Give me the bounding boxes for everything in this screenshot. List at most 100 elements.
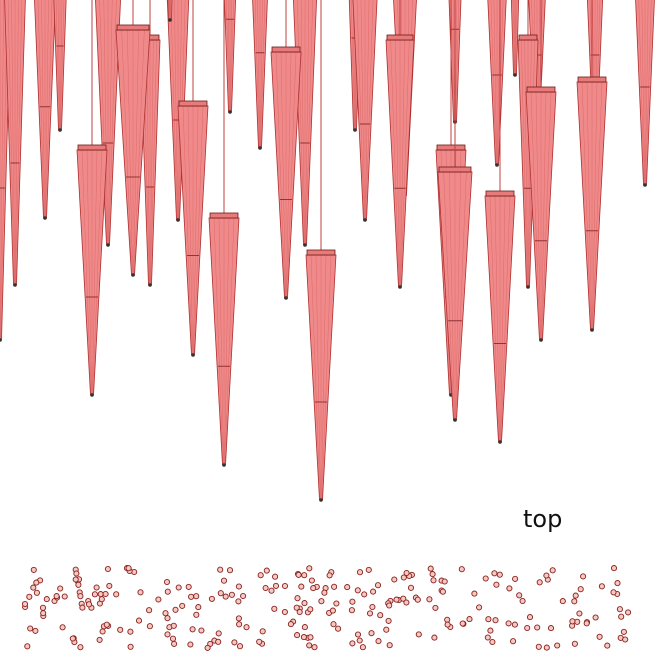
lamp-tip bbox=[498, 440, 502, 444]
lamp-top-dot bbox=[188, 593, 195, 600]
lamp-top-dot bbox=[39, 604, 47, 611]
lamp-top-dot bbox=[349, 598, 356, 605]
pendant-lamp bbox=[635, 0, 655, 187]
lamp-top-dot bbox=[281, 608, 288, 616]
lamp-tip bbox=[176, 218, 180, 222]
lamp-top-dot bbox=[407, 584, 415, 591]
lamp-top-dot bbox=[79, 604, 86, 611]
lamp-tip bbox=[398, 285, 402, 289]
lamp-tip bbox=[43, 216, 47, 220]
lamp-top-dot bbox=[293, 604, 300, 611]
lamp-top-dot bbox=[427, 565, 434, 572]
lamp-top-dot bbox=[559, 598, 566, 605]
lamp-top-dot bbox=[604, 642, 611, 649]
lamp-top-dot bbox=[476, 604, 483, 611]
lamp-top-dot bbox=[21, 600, 29, 608]
lamp-top-dot bbox=[240, 592, 247, 600]
lamp-top-dot bbox=[374, 582, 382, 589]
lamp-cap bbox=[526, 86, 556, 93]
lamp-tip bbox=[58, 128, 62, 132]
lamp-top-dot bbox=[146, 607, 153, 614]
lamp-tip bbox=[148, 283, 152, 287]
lamp-top-dot bbox=[430, 577, 437, 584]
lamp-top-dot bbox=[236, 621, 243, 628]
lamp-top-dot bbox=[536, 579, 543, 586]
lamp-top-dot bbox=[43, 596, 50, 603]
lamp-cap bbox=[116, 24, 150, 31]
lamp-cap bbox=[77, 144, 107, 151]
lamp-top-dot bbox=[295, 571, 302, 578]
lamp-top-dot bbox=[222, 593, 229, 600]
lamp-top-dot bbox=[391, 576, 398, 583]
lamp-top-dot bbox=[484, 634, 491, 641]
lamp-top-dot bbox=[53, 593, 60, 600]
lamp-top-dot bbox=[193, 593, 200, 600]
lamp-top-dot bbox=[77, 644, 84, 651]
lamp-top-dot bbox=[329, 607, 336, 614]
lamp-tip bbox=[303, 243, 307, 247]
lamp-top-dot bbox=[414, 596, 421, 603]
lamp-top-dot bbox=[426, 596, 433, 603]
pendant-lamp bbox=[177, 0, 209, 357]
lamp-top-dot bbox=[310, 585, 317, 592]
lamp-top-dot bbox=[146, 623, 153, 630]
pendant-lamp bbox=[53, 0, 67, 132]
lamp-top-dot bbox=[354, 631, 362, 638]
pendant-lamp bbox=[525, 0, 557, 342]
lamp-top-dot bbox=[175, 584, 182, 591]
lamp-top-dot bbox=[386, 642, 393, 649]
lamp-top-dot bbox=[103, 621, 110, 628]
lamp-top-dot bbox=[163, 578, 171, 586]
lamp-tip bbox=[191, 353, 195, 357]
lamp-top-dot bbox=[356, 569, 364, 576]
lamp-cap bbox=[577, 76, 607, 83]
lamp-top-dot bbox=[106, 582, 113, 589]
pendant-lamp bbox=[437, 0, 473, 422]
lamp-top-dot bbox=[135, 617, 143, 624]
lamp-top-dot bbox=[519, 597, 526, 605]
lamp-top-dot bbox=[301, 600, 308, 607]
lamp-top-dot bbox=[272, 582, 280, 589]
lamp-top-dot bbox=[368, 630, 375, 637]
lamp-top-dot bbox=[348, 607, 355, 614]
lamp-top-dot bbox=[535, 643, 542, 650]
lamp-top-dot bbox=[614, 580, 621, 587]
lamp-top-dot bbox=[300, 634, 307, 641]
lamp-top-dot bbox=[172, 606, 179, 613]
lamp-top-dot bbox=[272, 573, 279, 580]
lamp-top-dot bbox=[622, 636, 629, 643]
lamp-top-dot bbox=[385, 617, 392, 624]
lamp-top-dot bbox=[306, 642, 313, 649]
lamp-cap bbox=[386, 34, 414, 41]
lamp-top-dot bbox=[403, 569, 410, 577]
lamp-cap bbox=[178, 100, 208, 107]
lamp-top-dot bbox=[496, 571, 503, 578]
lamp-top-dot bbox=[164, 631, 171, 638]
pendant-lamps-front-view bbox=[0, 0, 655, 502]
lamp-top-dot bbox=[127, 628, 134, 635]
lamp-top-dot bbox=[72, 576, 79, 583]
lamp-top-dot bbox=[308, 577, 315, 584]
lamp-top-dot bbox=[369, 603, 376, 611]
lamp-top-dot bbox=[572, 592, 579, 599]
lamp-top-dot bbox=[471, 590, 478, 597]
lamp-top-dot bbox=[577, 586, 584, 593]
pendant-lamp bbox=[115, 0, 151, 277]
lamp-top-dot bbox=[75, 581, 82, 588]
lamp-top-dot bbox=[393, 596, 400, 603]
lamp-top-dot bbox=[333, 600, 340, 607]
lamp-top-dot bbox=[104, 565, 111, 573]
lamp-top-dot bbox=[155, 596, 162, 603]
lamp-top-dot bbox=[306, 565, 313, 572]
lamp-top-dot bbox=[268, 587, 275, 594]
lamp-top-dot bbox=[534, 624, 541, 631]
lamp-top-dot bbox=[33, 579, 40, 586]
lamp-top-dot bbox=[162, 610, 169, 617]
lamp-top-dot bbox=[40, 610, 47, 617]
lamp-top-dot bbox=[330, 621, 337, 628]
lamp-top-dot bbox=[492, 617, 499, 624]
lamp-top-dot bbox=[610, 589, 617, 596]
lamp-top-dot bbox=[187, 641, 194, 648]
lamp-top-dot bbox=[164, 615, 171, 622]
